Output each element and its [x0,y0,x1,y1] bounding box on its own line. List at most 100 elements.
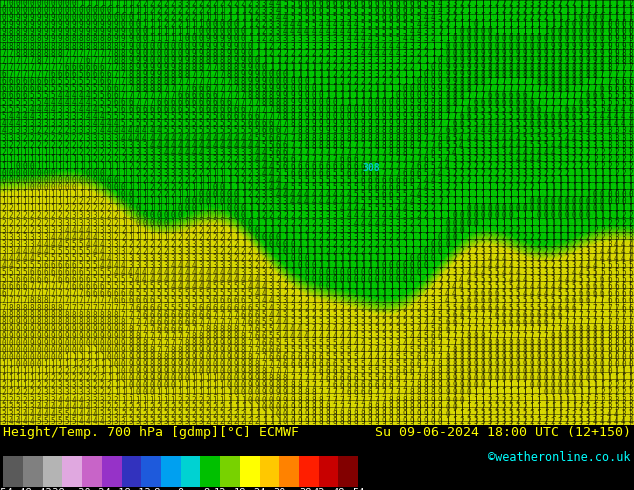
Text: 0: 0 [508,212,513,220]
Text: 2: 2 [501,169,506,178]
Text: 8: 8 [198,332,203,341]
Text: 1: 1 [325,77,330,86]
Text: 1: 1 [332,261,337,270]
Text: 0: 0 [551,204,555,213]
Text: 0: 0 [614,197,619,206]
Text: 1: 1 [424,268,429,277]
Text: 0: 0 [488,34,492,44]
Text: 3: 3 [44,233,48,242]
Text: 3: 3 [480,410,485,419]
Text: 1: 1 [445,197,450,206]
Text: 7: 7 [36,289,41,298]
Text: 4: 4 [515,268,520,277]
Text: 5: 5 [79,247,83,256]
Text: 4: 4 [495,126,499,136]
Text: 7: 7 [191,70,196,79]
Text: 1: 1 [184,190,189,199]
Text: 5: 5 [403,353,408,362]
Text: 2: 2 [86,367,91,376]
Text: 2: 2 [543,176,548,185]
Text: 7: 7 [72,49,76,58]
Text: 9: 9 [297,105,302,114]
Text: 9: 9 [241,56,245,65]
Text: 1: 1 [191,212,196,220]
Text: 4: 4 [212,268,217,277]
Text: 4: 4 [184,134,189,143]
Text: 9: 9 [184,353,189,362]
Text: 1: 1 [36,367,41,376]
Text: 0: 0 [410,254,415,263]
Text: 1: 1 [241,233,245,242]
Text: 1: 1 [445,261,450,270]
Text: 5: 5 [452,303,456,313]
Text: 2: 2 [128,247,133,256]
Text: 2: 2 [607,219,612,227]
Text: 2: 2 [515,395,520,405]
Text: 1: 1 [255,49,259,58]
Text: 3: 3 [205,254,210,263]
Text: 4: 4 [572,268,576,277]
Text: 9: 9 [107,20,112,29]
Text: 6: 6 [269,353,273,362]
Text: 0: 0 [396,268,400,277]
Text: 7: 7 [29,70,34,79]
Text: 4: 4 [375,360,379,369]
Text: 6: 6 [382,374,386,383]
Text: 2: 2 [515,233,520,242]
Text: 4: 4 [65,403,69,412]
Text: 1: 1 [607,212,612,220]
Text: 1: 1 [269,254,273,263]
Text: 0: 0 [191,367,196,376]
Text: 3: 3 [339,42,344,50]
Text: 6: 6 [121,105,126,114]
Text: 9: 9 [438,403,443,412]
Text: 7: 7 [297,374,302,383]
Text: 1: 1 [107,0,112,8]
Text: 5: 5 [79,240,83,249]
Text: 7: 7 [51,275,55,284]
Text: 0: 0 [121,20,126,29]
Text: 7: 7 [51,289,55,298]
Text: 1: 1 [100,367,105,376]
Text: 5: 5 [65,77,69,86]
Text: 1: 1 [15,190,20,199]
Text: 5: 5 [100,84,105,93]
Text: 6: 6 [495,303,499,313]
Text: 6: 6 [586,296,590,305]
Text: 2: 2 [551,176,555,185]
Text: 4: 4 [283,325,288,334]
Text: 3: 3 [614,403,619,412]
Text: 6: 6 [212,105,217,114]
Text: 2: 2 [135,155,139,164]
Text: 1: 1 [501,27,506,36]
Text: 4: 4 [107,261,112,270]
Text: 2: 2 [205,225,210,235]
Text: 4: 4 [508,147,513,157]
Text: 9: 9 [438,389,443,397]
Text: 6: 6 [410,367,415,376]
Text: 1: 1 [311,282,316,291]
Text: 3: 3 [297,318,302,327]
Text: 8: 8 [318,410,323,419]
Text: 3: 3 [536,275,541,284]
Text: 3: 3 [107,410,112,419]
Text: 6: 6 [22,91,27,100]
Text: 1: 1 [551,410,555,419]
Text: 2: 2 [593,155,598,164]
Text: 2: 2 [304,225,309,235]
Text: 3: 3 [353,318,358,327]
Text: 2: 2 [156,403,161,412]
Text: 8: 8 [1,318,6,327]
Text: 4: 4 [593,417,598,426]
Text: 3: 3 [58,105,62,114]
Text: 1: 1 [163,233,168,242]
Text: 4: 4 [325,332,330,341]
Text: 6: 6 [171,98,175,107]
Text: 7: 7 [198,70,203,79]
Text: 1: 1 [495,27,499,36]
Text: 6: 6 [417,162,422,171]
Text: 1: 1 [445,204,450,213]
Text: 5: 5 [29,261,34,270]
Text: 2: 2 [29,225,34,235]
Text: 5: 5 [107,112,112,122]
